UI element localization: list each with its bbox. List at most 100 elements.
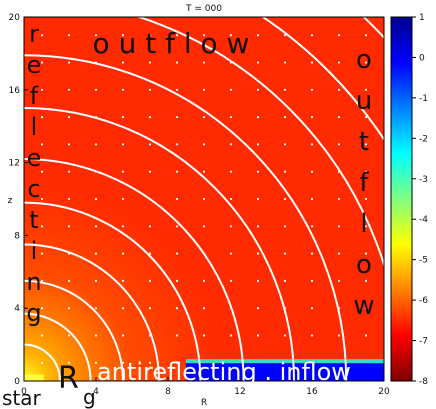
y-tick-label: 16 xyxy=(9,86,21,96)
vector-dot xyxy=(148,61,152,64)
vector-dot xyxy=(67,143,71,146)
vector-dot xyxy=(364,334,368,337)
vector-dot xyxy=(256,334,260,337)
vector-dot xyxy=(364,279,368,282)
vector-dot xyxy=(148,116,152,119)
vector-dot xyxy=(256,170,260,173)
vector-dot xyxy=(148,279,152,282)
annotation-star: star xyxy=(2,386,42,409)
vector-dot xyxy=(229,88,233,91)
x-tick-label: 4 xyxy=(93,387,99,397)
y-axis-label: z xyxy=(8,196,13,206)
vector-dot xyxy=(40,170,44,173)
vector-dot xyxy=(283,143,287,146)
vector-dot xyxy=(283,279,287,282)
vector-dot xyxy=(283,116,287,119)
annotation-outflow-top: o u t f l o w xyxy=(93,27,250,60)
vector-dot xyxy=(175,361,179,364)
vector-dot xyxy=(121,116,125,119)
vector-dot xyxy=(283,61,287,64)
vector-dot xyxy=(364,170,368,173)
vector-dot xyxy=(256,116,260,119)
vector-dot xyxy=(40,88,44,91)
vector-dot xyxy=(67,88,71,91)
vector-dot xyxy=(121,170,125,173)
vector-dot xyxy=(67,116,71,119)
vector-dot xyxy=(337,61,341,64)
vector-dot xyxy=(310,252,314,255)
vector-dot xyxy=(202,143,206,146)
vector-dot xyxy=(337,225,341,228)
annotation-r-sub: g xyxy=(83,385,96,409)
vector-dot xyxy=(283,170,287,173)
vector-dot xyxy=(40,225,44,228)
plot-area xyxy=(24,17,384,381)
vector-dot xyxy=(148,88,152,91)
y-axis: 0 4 8 12 16 20 xyxy=(9,13,28,387)
x-axis-label: R xyxy=(201,398,207,408)
vector-dot xyxy=(94,361,98,364)
vector-dot xyxy=(67,334,71,337)
vector-dot xyxy=(94,143,98,146)
colorbar-tick-label: 0 xyxy=(419,53,425,63)
vector-dot xyxy=(229,34,233,37)
vector-dot xyxy=(283,34,287,37)
plot-frame xyxy=(23,16,385,382)
vector-dot xyxy=(121,197,125,201)
vector-dot xyxy=(310,116,314,119)
colorbar-tick-label: -3 xyxy=(419,175,428,185)
vector-dot xyxy=(229,116,233,119)
vector-dot xyxy=(67,197,71,201)
vector-dot xyxy=(337,252,341,255)
vector-dot xyxy=(148,34,152,37)
vector-dot xyxy=(256,34,260,37)
contour-line xyxy=(24,107,295,381)
vector-dot xyxy=(121,334,125,337)
annotation-letter: o xyxy=(356,250,372,280)
vector-dot xyxy=(202,279,206,282)
vector-dot xyxy=(256,307,260,310)
vector-dot xyxy=(67,361,71,364)
annotation-letter: n xyxy=(26,268,41,296)
vector-dot xyxy=(202,334,206,337)
vector-dot xyxy=(94,34,98,37)
annotation-letter: l xyxy=(31,113,38,141)
vector-dot xyxy=(202,307,206,310)
vector-dot xyxy=(40,252,44,255)
vector-dot xyxy=(256,197,260,201)
vector-dot xyxy=(337,197,341,201)
vector-dot xyxy=(40,143,44,146)
vector-dot xyxy=(40,197,44,201)
vector-dot xyxy=(175,334,179,337)
vector-dot xyxy=(310,88,314,91)
vector-dot xyxy=(364,307,368,310)
annotation-antireflecting-inflow: antireflecting . inflow xyxy=(97,358,351,386)
annotation-letter: g xyxy=(26,299,41,327)
inflow-region xyxy=(24,359,384,381)
vector-dot xyxy=(202,116,206,119)
vector-dot xyxy=(67,307,71,310)
annotation-letter: r xyxy=(29,20,39,48)
colorbar-tick-label: -1 xyxy=(419,94,428,104)
contour-line xyxy=(362,17,384,40)
vector-dot xyxy=(202,34,206,37)
vector-dots xyxy=(40,34,368,364)
vector-dot xyxy=(256,88,260,91)
colorbar-tick-label: 1 xyxy=(419,13,425,23)
vector-dot xyxy=(40,34,44,37)
y-tick-label: 20 xyxy=(9,13,21,23)
vector-dot xyxy=(94,307,98,310)
vector-dot xyxy=(121,143,125,146)
inflow-edge xyxy=(186,359,384,364)
vector-dot xyxy=(175,116,179,119)
annotation-letter: c xyxy=(27,175,40,203)
vector-dot xyxy=(310,170,314,173)
contour-line xyxy=(24,201,202,381)
y-tick-label: 8 xyxy=(14,231,20,241)
vector-dot xyxy=(67,279,71,282)
vector-dot xyxy=(175,61,179,64)
contour-line xyxy=(260,17,384,142)
annotation-letter: e xyxy=(27,144,42,172)
vector-dot xyxy=(229,197,233,201)
